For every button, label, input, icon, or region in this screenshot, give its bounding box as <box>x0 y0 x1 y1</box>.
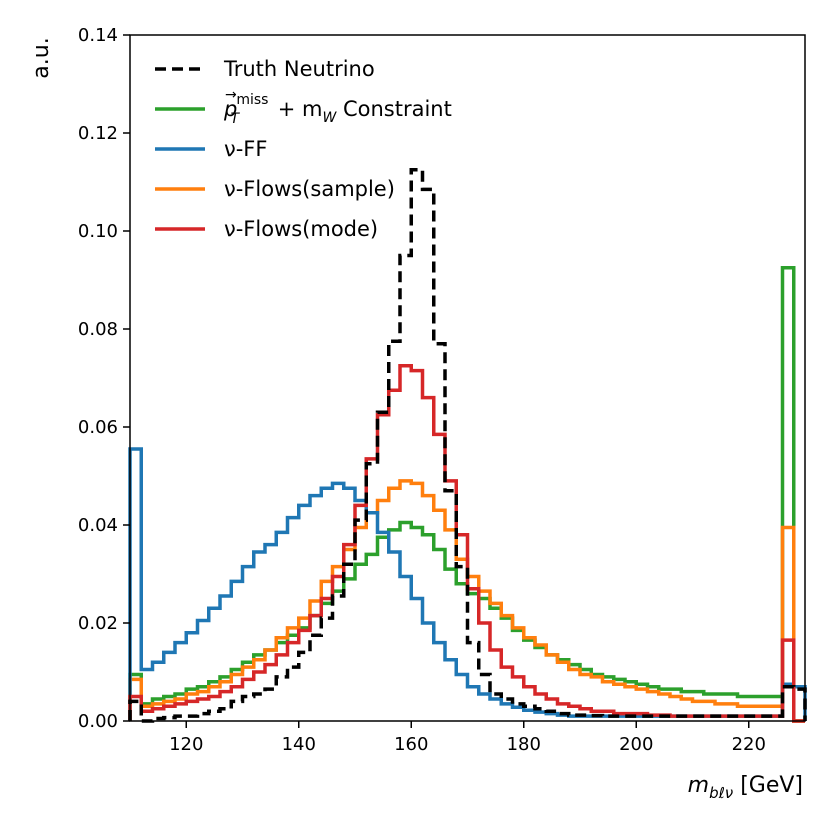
x-axis-ticks: 120 140 160 180 200 220 <box>169 721 766 755</box>
y-axis-ticks: 0.00 0.02 0.04 0.06 0.08 0.10 0.12 0.14 <box>78 25 130 732</box>
x-axis-label-unit: [GeV] <box>733 773 803 798</box>
legend-label-w-subscript: W <box>322 110 337 126</box>
x-axis-label-var: m <box>688 773 709 798</box>
y-tick-label: 0.04 <box>78 515 118 536</box>
y-tick-label: 0.10 <box>78 221 118 242</box>
x-tick-label: 200 <box>619 734 653 755</box>
legend-label-plus-m: + m <box>271 97 322 121</box>
plot-frame <box>129 34 806 722</box>
legend-label-p: p <box>223 97 237 121</box>
x-tick-label: 220 <box>732 734 766 755</box>
x-tick-label: 160 <box>394 734 428 755</box>
legend-label-nu-ff: ν-FF <box>224 137 267 161</box>
x-axis-label-subscript: bℓν <box>709 784 733 802</box>
y-tick-label: 0.02 <box>78 613 118 634</box>
legend-label-nu-flows-sample: ν-Flows(sample) <box>224 177 395 201</box>
y-tick-label: 0.00 <box>78 711 118 732</box>
y-tick-label: 0.12 <box>78 123 118 144</box>
legend-label-truth-neutrino: Truth Neutrino <box>223 57 375 81</box>
x-tick-label: 140 <box>282 734 316 755</box>
legend-label-nu-flows-mode: ν-Flows(mode) <box>224 217 378 241</box>
series-layer <box>128 168 807 723</box>
legend: Truth Neutrino pmiss T + mW Constraint → … <box>155 57 452 241</box>
y-tick-label: 0.06 <box>78 417 118 438</box>
y-tick-label: 0.14 <box>78 25 118 46</box>
legend-label-ptmiss-mw-constraint: pmiss T + mW Constraint <box>223 92 452 127</box>
series-p-t-miss-m-w-constraint <box>128 266 805 723</box>
series-nu-flows-sample <box>128 479 805 723</box>
legend-label-t-subscript: T <box>230 111 240 127</box>
legend-label-constraint: Constraint <box>336 97 452 121</box>
legend-label-miss: miss <box>236 92 268 108</box>
x-tick-label: 180 <box>507 734 541 755</box>
x-axis-label: mbℓν [GeV] <box>688 773 803 802</box>
series-nu-flows-mode <box>128 364 805 723</box>
y-tick-label: 0.08 <box>78 319 118 340</box>
x-tick-label: 120 <box>169 734 203 755</box>
series-truth-neutrino <box>128 168 807 723</box>
y-axis-label: a.u. <box>29 37 54 78</box>
vector-arrow-icon: → <box>225 87 237 103</box>
